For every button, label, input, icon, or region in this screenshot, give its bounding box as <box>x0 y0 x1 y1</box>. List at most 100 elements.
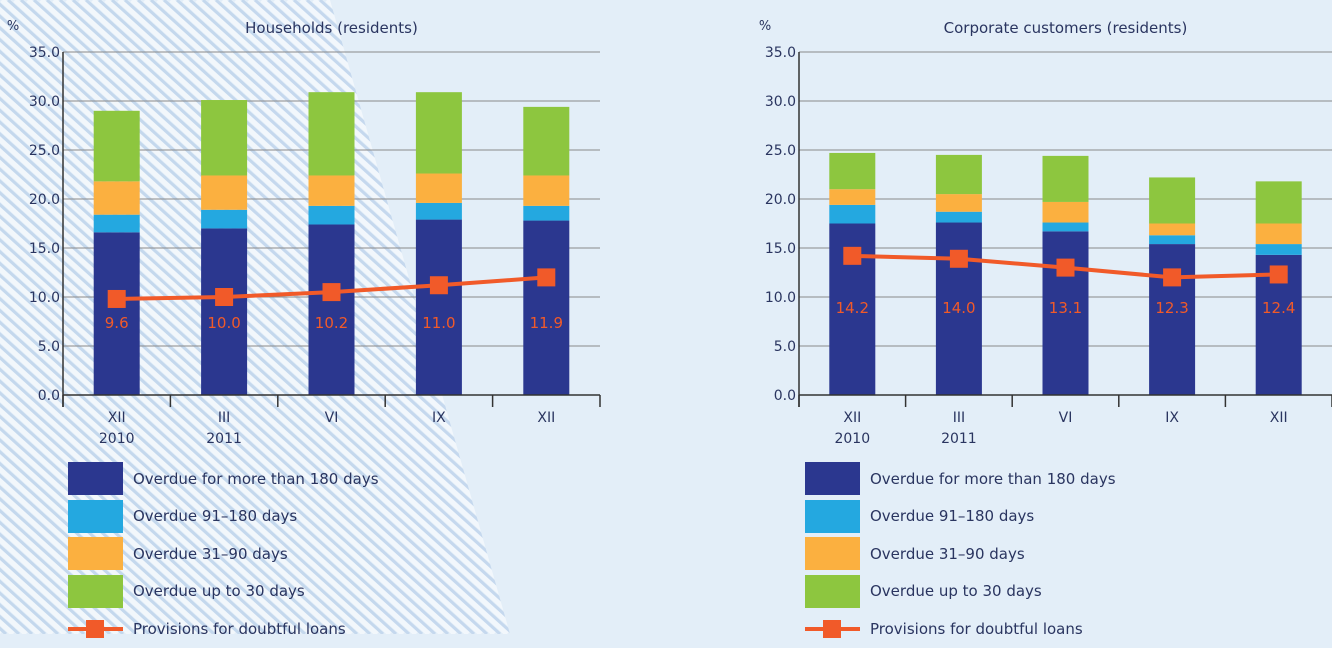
stripe-line <box>0 0 346 634</box>
legend-swatch-91-180 <box>68 499 123 533</box>
households-legend: Overdue for more than 180 days Overdue 9… <box>68 460 379 648</box>
legend-item-over180: Overdue for more than 180 days <box>68 460 379 498</box>
bar-segment <box>93 110 140 182</box>
bar-segment <box>201 100 248 176</box>
provisions-data-label: 14.2 <box>836 299 869 317</box>
provisions-marker <box>429 276 448 295</box>
bar-segment <box>308 175 355 206</box>
bar-segment <box>523 106 570 176</box>
y-tick-label: 25.0 <box>765 143 796 159</box>
stripe-line <box>45 0 510 634</box>
stripe-line <box>0 0 164 634</box>
legend-swatch-31-90 <box>68 537 123 571</box>
y-tick-label: 25.0 <box>29 143 60 159</box>
stripe-line <box>0 0 145 634</box>
legend-item-provisions: Provisions for doubtful loans <box>805 610 1116 648</box>
stripe-line <box>6 0 510 634</box>
bar-segment <box>308 224 355 395</box>
bar-segment <box>829 204 876 224</box>
stripe-line <box>0 0 359 634</box>
households-plot: Households (residents)% 0.0 5.0 10.0 15.0 20.… <box>7 19 601 447</box>
legend-swatch-provisions <box>68 612 123 645</box>
stripe-line <box>0 0 510 634</box>
bar-segment <box>415 202 462 220</box>
stripe-line <box>13 0 510 634</box>
legend-swatch-over180 <box>805 462 860 496</box>
stripe-line <box>52 0 510 634</box>
bar-segment <box>1042 222 1089 232</box>
stripe-line <box>0 0 509 634</box>
x-tick-label: VI <box>1059 410 1073 426</box>
legend-item-upto30: Overdue up to 30 days <box>68 573 379 611</box>
provisions-marker <box>322 283 341 302</box>
stripe-line <box>182 0 510 634</box>
stripe-line <box>0 0 424 634</box>
y-tick-label: 15.0 <box>765 241 796 257</box>
stripe-line <box>0 0 510 634</box>
legend-label: Overdue 31–90 days <box>133 544 288 563</box>
stripe-line <box>0 0 431 634</box>
stripe-line <box>0 0 510 634</box>
stripe-line <box>0 0 268 634</box>
x-tick-label: XII <box>1270 410 1288 426</box>
bar-segment <box>1042 201 1089 223</box>
y-tick-label: 0.0 <box>38 388 60 404</box>
legend-swatch-over180 <box>68 462 123 496</box>
stripe-line <box>0 0 510 634</box>
legend-label: Overdue up to 30 days <box>133 582 305 601</box>
provisions-marker <box>1269 265 1288 284</box>
stripe-line <box>0 0 294 634</box>
stripe-line <box>240 0 510 634</box>
stripe-line <box>0 0 262 634</box>
corporate-plot: Corporate customers (residents)% 0.0 5.0 10… <box>759 19 1332 447</box>
x-tick-label: XII <box>537 410 555 426</box>
legend-item-31-90: Overdue 31–90 days <box>68 535 379 573</box>
stripe-line <box>0 0 411 634</box>
bar-segment <box>93 232 140 395</box>
y-tick-label: 30.0 <box>29 94 60 110</box>
stripe-line <box>0 0 320 634</box>
x-tick-label: III <box>953 410 965 426</box>
y-tick-label: 20.0 <box>29 192 60 208</box>
stripe-line <box>0 0 444 634</box>
stripe-line <box>0 0 510 634</box>
provisions-marker <box>537 268 556 287</box>
legend-label: Provisions for doubtful loans <box>133 619 346 638</box>
stripe-line <box>0 0 125 634</box>
stripe-line <box>0 0 171 634</box>
stripe-line <box>0 0 405 634</box>
stripe-line <box>0 0 418 634</box>
stripe-line <box>0 0 333 634</box>
bar-segment <box>415 173 462 203</box>
corporate-chart: Corporate customers (residents)% 0.0 5.0 10… <box>666 0 1332 639</box>
bar-segment <box>308 92 355 176</box>
bar-segment <box>308 205 355 225</box>
legend-item-provisions: Provisions for doubtful loans <box>68 610 379 648</box>
stripe-line <box>0 0 158 634</box>
stripe-line <box>0 0 327 634</box>
stripe-line <box>0 0 307 634</box>
bar-segment <box>935 211 982 223</box>
bar-segment <box>415 219 462 395</box>
stripe-line <box>0 0 138 634</box>
stripe-line <box>39 0 510 634</box>
stripe-line <box>0 0 366 634</box>
y-tick-label: 20.0 <box>765 192 796 208</box>
legend-item-over180: Overdue for more than 180 days <box>805 460 1116 498</box>
bar-segment <box>523 205 570 221</box>
legend-swatch-91-180 <box>805 499 860 533</box>
y-tick-label: 15.0 <box>29 241 60 257</box>
stripe-line <box>0 0 510 634</box>
bar-segment <box>1255 223 1302 245</box>
stripe-line <box>0 0 510 634</box>
bar-segment <box>935 194 982 212</box>
provisions-marker <box>1056 258 1075 277</box>
chart-title: Households (residents) <box>245 19 418 37</box>
provisions-marker <box>215 288 234 306</box>
legend-item-upto30: Overdue up to 30 days <box>805 573 1116 611</box>
provisions-data-label: 10.2 <box>315 314 348 332</box>
bar-segment <box>201 175 248 210</box>
stripe-line <box>0 0 392 634</box>
chart-title: Corporate customers (residents) <box>944 19 1188 37</box>
legend-item-31-90: Overdue 31–90 days <box>805 535 1116 573</box>
